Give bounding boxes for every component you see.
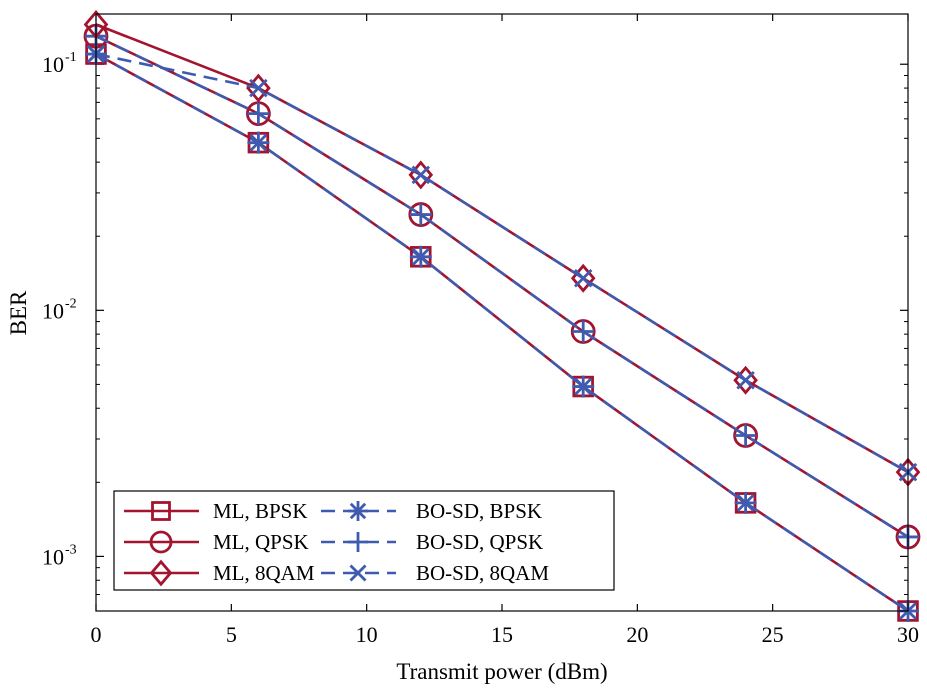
x-marker xyxy=(573,269,593,288)
y-tick-label: 10 xyxy=(42,52,64,77)
diamond-marker xyxy=(246,73,271,103)
legend-label: ML, 8QAM xyxy=(213,561,315,585)
x-tick-label: 15 xyxy=(491,622,513,647)
series-line xyxy=(95,52,909,613)
x-tick-label: 30 xyxy=(897,622,919,647)
legend-entry: ML, BPSK xyxy=(124,499,308,523)
y-tick-base: 10 xyxy=(42,52,64,77)
y-tick-label: 10 xyxy=(42,298,64,323)
legend-entry: BO-SD, QPSK xyxy=(321,530,543,554)
x-marker xyxy=(736,370,755,390)
legend-label: BO-SD, BPSK xyxy=(416,499,542,523)
plus-marker xyxy=(348,532,368,552)
plot-frame xyxy=(95,13,909,612)
circle-marker xyxy=(149,530,173,554)
x-tick-label: 5 xyxy=(226,622,237,647)
x-tick-label: 10 xyxy=(356,622,378,647)
legend-label: ML, QPSK xyxy=(213,530,309,554)
legend-entry: BO-SD, 8QAM xyxy=(321,561,549,585)
x-tick-label: 25 xyxy=(762,622,784,647)
legend-entry: BO-SD, BPSK xyxy=(321,499,542,523)
series-line xyxy=(95,52,909,474)
y-tick-exponent: -2 xyxy=(65,296,77,311)
square-marker xyxy=(151,501,171,521)
y-tick-base: 10 xyxy=(42,298,64,323)
asterisk-marker xyxy=(247,131,270,154)
y-tick-base: 10 xyxy=(42,544,64,569)
x-marker xyxy=(349,564,367,582)
legend-label: ML, BPSK xyxy=(213,499,308,523)
legend-label: BO-SD, 8QAM xyxy=(416,561,549,585)
y-tick-exponent: -3 xyxy=(65,542,77,557)
plus-marker xyxy=(409,203,432,226)
asterisk-marker xyxy=(572,375,595,398)
asterisk-marker xyxy=(734,491,757,514)
legend-entry: ML, 8QAM xyxy=(124,559,315,587)
series-line xyxy=(95,35,909,539)
x-axis-label: Transmit power (dBm) xyxy=(396,659,607,684)
plus-marker xyxy=(572,320,595,343)
x-marker xyxy=(411,165,431,185)
x-tick-label: 0 xyxy=(91,622,102,647)
legend-entry: ML, QPSK xyxy=(124,530,309,554)
y-tick-exponent: -1 xyxy=(65,50,77,65)
x-marker xyxy=(249,78,268,98)
asterisk-marker xyxy=(409,245,432,268)
plus-marker xyxy=(247,102,270,125)
y-axis-label: BER xyxy=(6,290,31,335)
legend-label: BO-SD, QPSK xyxy=(416,530,543,554)
diamond-marker xyxy=(149,559,173,587)
x-tick-label: 20 xyxy=(626,622,648,647)
asterisk-marker xyxy=(348,501,368,521)
plus-marker xyxy=(734,424,757,447)
y-tick-label: 10 xyxy=(42,544,64,569)
